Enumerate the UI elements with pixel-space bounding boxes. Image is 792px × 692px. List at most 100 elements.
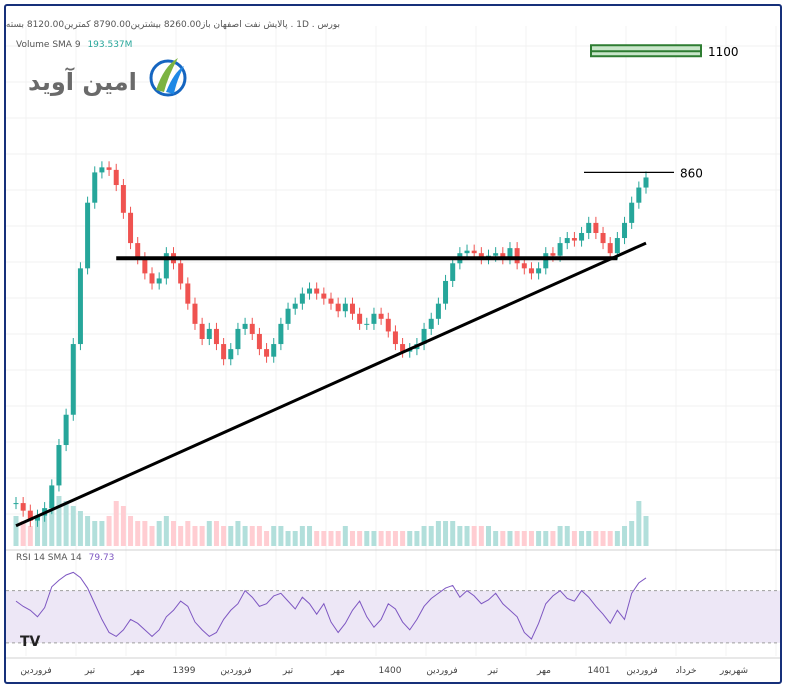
candle xyxy=(178,257,184,290)
volume-bar xyxy=(77,511,83,546)
volume-label: Volume SMA 9 xyxy=(16,40,81,50)
level-860: 860 xyxy=(584,166,703,180)
candle xyxy=(349,297,355,320)
candle xyxy=(34,509,40,527)
chart-canvas[interactable]: فروردین تیر مهر 1399 فروردین تیر مهر 1400 فروردی… xyxy=(6,6,780,682)
candle xyxy=(128,206,134,250)
volume-bars xyxy=(13,496,649,546)
volume-bar xyxy=(443,521,449,546)
candle xyxy=(228,343,234,366)
candle xyxy=(643,171,649,194)
candle xyxy=(278,317,284,351)
candle xyxy=(507,242,513,265)
volume-bar xyxy=(278,526,284,546)
candle xyxy=(392,325,398,351)
volume-bar xyxy=(163,516,169,546)
logo: امین آوید xyxy=(28,58,187,97)
volume-bar xyxy=(178,526,184,546)
x-tick-label: تیر xyxy=(282,666,294,676)
candle xyxy=(27,504,33,527)
volume-bar xyxy=(221,526,227,546)
level-label: 1100 xyxy=(708,45,739,59)
volume-bar xyxy=(607,531,613,546)
candle xyxy=(421,322,427,351)
volume-bar xyxy=(264,531,270,546)
volume-bar xyxy=(435,521,441,546)
volume-bar xyxy=(622,526,628,546)
candle xyxy=(571,231,577,247)
candle xyxy=(378,307,384,325)
volume-bar xyxy=(13,516,19,546)
candle xyxy=(221,338,227,366)
x-tick-label: 1401 xyxy=(588,666,611,676)
volume-bar xyxy=(400,531,406,546)
x-tick-label: خرداد xyxy=(675,666,696,676)
candle xyxy=(113,163,119,192)
candle xyxy=(85,196,91,275)
candle xyxy=(593,216,599,240)
volume-bar xyxy=(564,526,570,546)
candle xyxy=(357,307,363,330)
candle xyxy=(307,282,313,300)
volume-bar xyxy=(414,531,420,546)
candle xyxy=(13,497,19,510)
candle xyxy=(185,277,191,310)
candle xyxy=(249,317,255,341)
volume-bar xyxy=(636,501,642,546)
candle xyxy=(443,274,449,310)
candle xyxy=(335,297,341,318)
x-tick-label: فروردین xyxy=(426,666,457,676)
candle xyxy=(163,247,169,285)
candle xyxy=(328,292,334,310)
volume-bar xyxy=(171,521,176,546)
volume-bar xyxy=(536,531,542,546)
candle xyxy=(564,231,570,250)
volume-bar xyxy=(385,531,391,546)
trend-line[interactable] xyxy=(15,241,647,528)
x-tick-label: 1399 xyxy=(173,666,196,676)
volume-bar xyxy=(521,531,527,546)
volume-bar xyxy=(335,531,341,546)
svg-text:TV: TV xyxy=(20,634,41,650)
logo-emblem-icon xyxy=(149,58,187,97)
candle xyxy=(579,226,585,247)
volume-bar xyxy=(135,521,141,546)
volume-bar xyxy=(192,526,198,546)
volume-bar xyxy=(249,526,255,546)
candle xyxy=(629,196,635,229)
volume-bar xyxy=(156,521,162,546)
volume-bar xyxy=(106,516,112,546)
candle xyxy=(528,262,534,280)
rsi-header: RSI 14 SMA 14 79.73 xyxy=(16,553,114,563)
volume-bar xyxy=(478,526,484,546)
volume-bar xyxy=(421,526,427,546)
volume-bar xyxy=(321,531,327,546)
candle xyxy=(400,338,406,358)
volume-value: 193.537M xyxy=(87,40,133,50)
volume-bar xyxy=(514,531,520,546)
volume-bar xyxy=(128,516,134,546)
candle xyxy=(106,161,112,176)
volume-bar xyxy=(550,531,556,546)
candle xyxy=(235,322,241,356)
volume-bar xyxy=(120,506,126,546)
ohlc-header: بورس . 1D . پالایش نفت اصفهان باز8260.00… xyxy=(5,20,340,30)
volume-bar xyxy=(557,526,563,546)
volume-bar xyxy=(328,531,334,546)
level-label: 860 xyxy=(680,166,703,180)
rsi-line xyxy=(15,571,647,640)
volume-bar xyxy=(457,526,463,546)
time-axis: فروردین تیر مهر 1399 فروردین تیر مهر 1400 فروردی… xyxy=(6,657,780,676)
x-tick-label: فروردین xyxy=(220,666,251,676)
volume-bar xyxy=(342,526,348,546)
volume-bar xyxy=(450,521,456,546)
volume-bar xyxy=(285,531,291,546)
volume-bar xyxy=(579,531,585,546)
volume-bar xyxy=(593,531,599,546)
candle xyxy=(314,282,320,300)
volume-bar xyxy=(364,531,370,546)
x-tick-label: فروردین xyxy=(20,666,51,676)
candle xyxy=(285,302,291,330)
volume-bar xyxy=(586,531,592,546)
x-tick-label: تیر xyxy=(84,666,96,676)
